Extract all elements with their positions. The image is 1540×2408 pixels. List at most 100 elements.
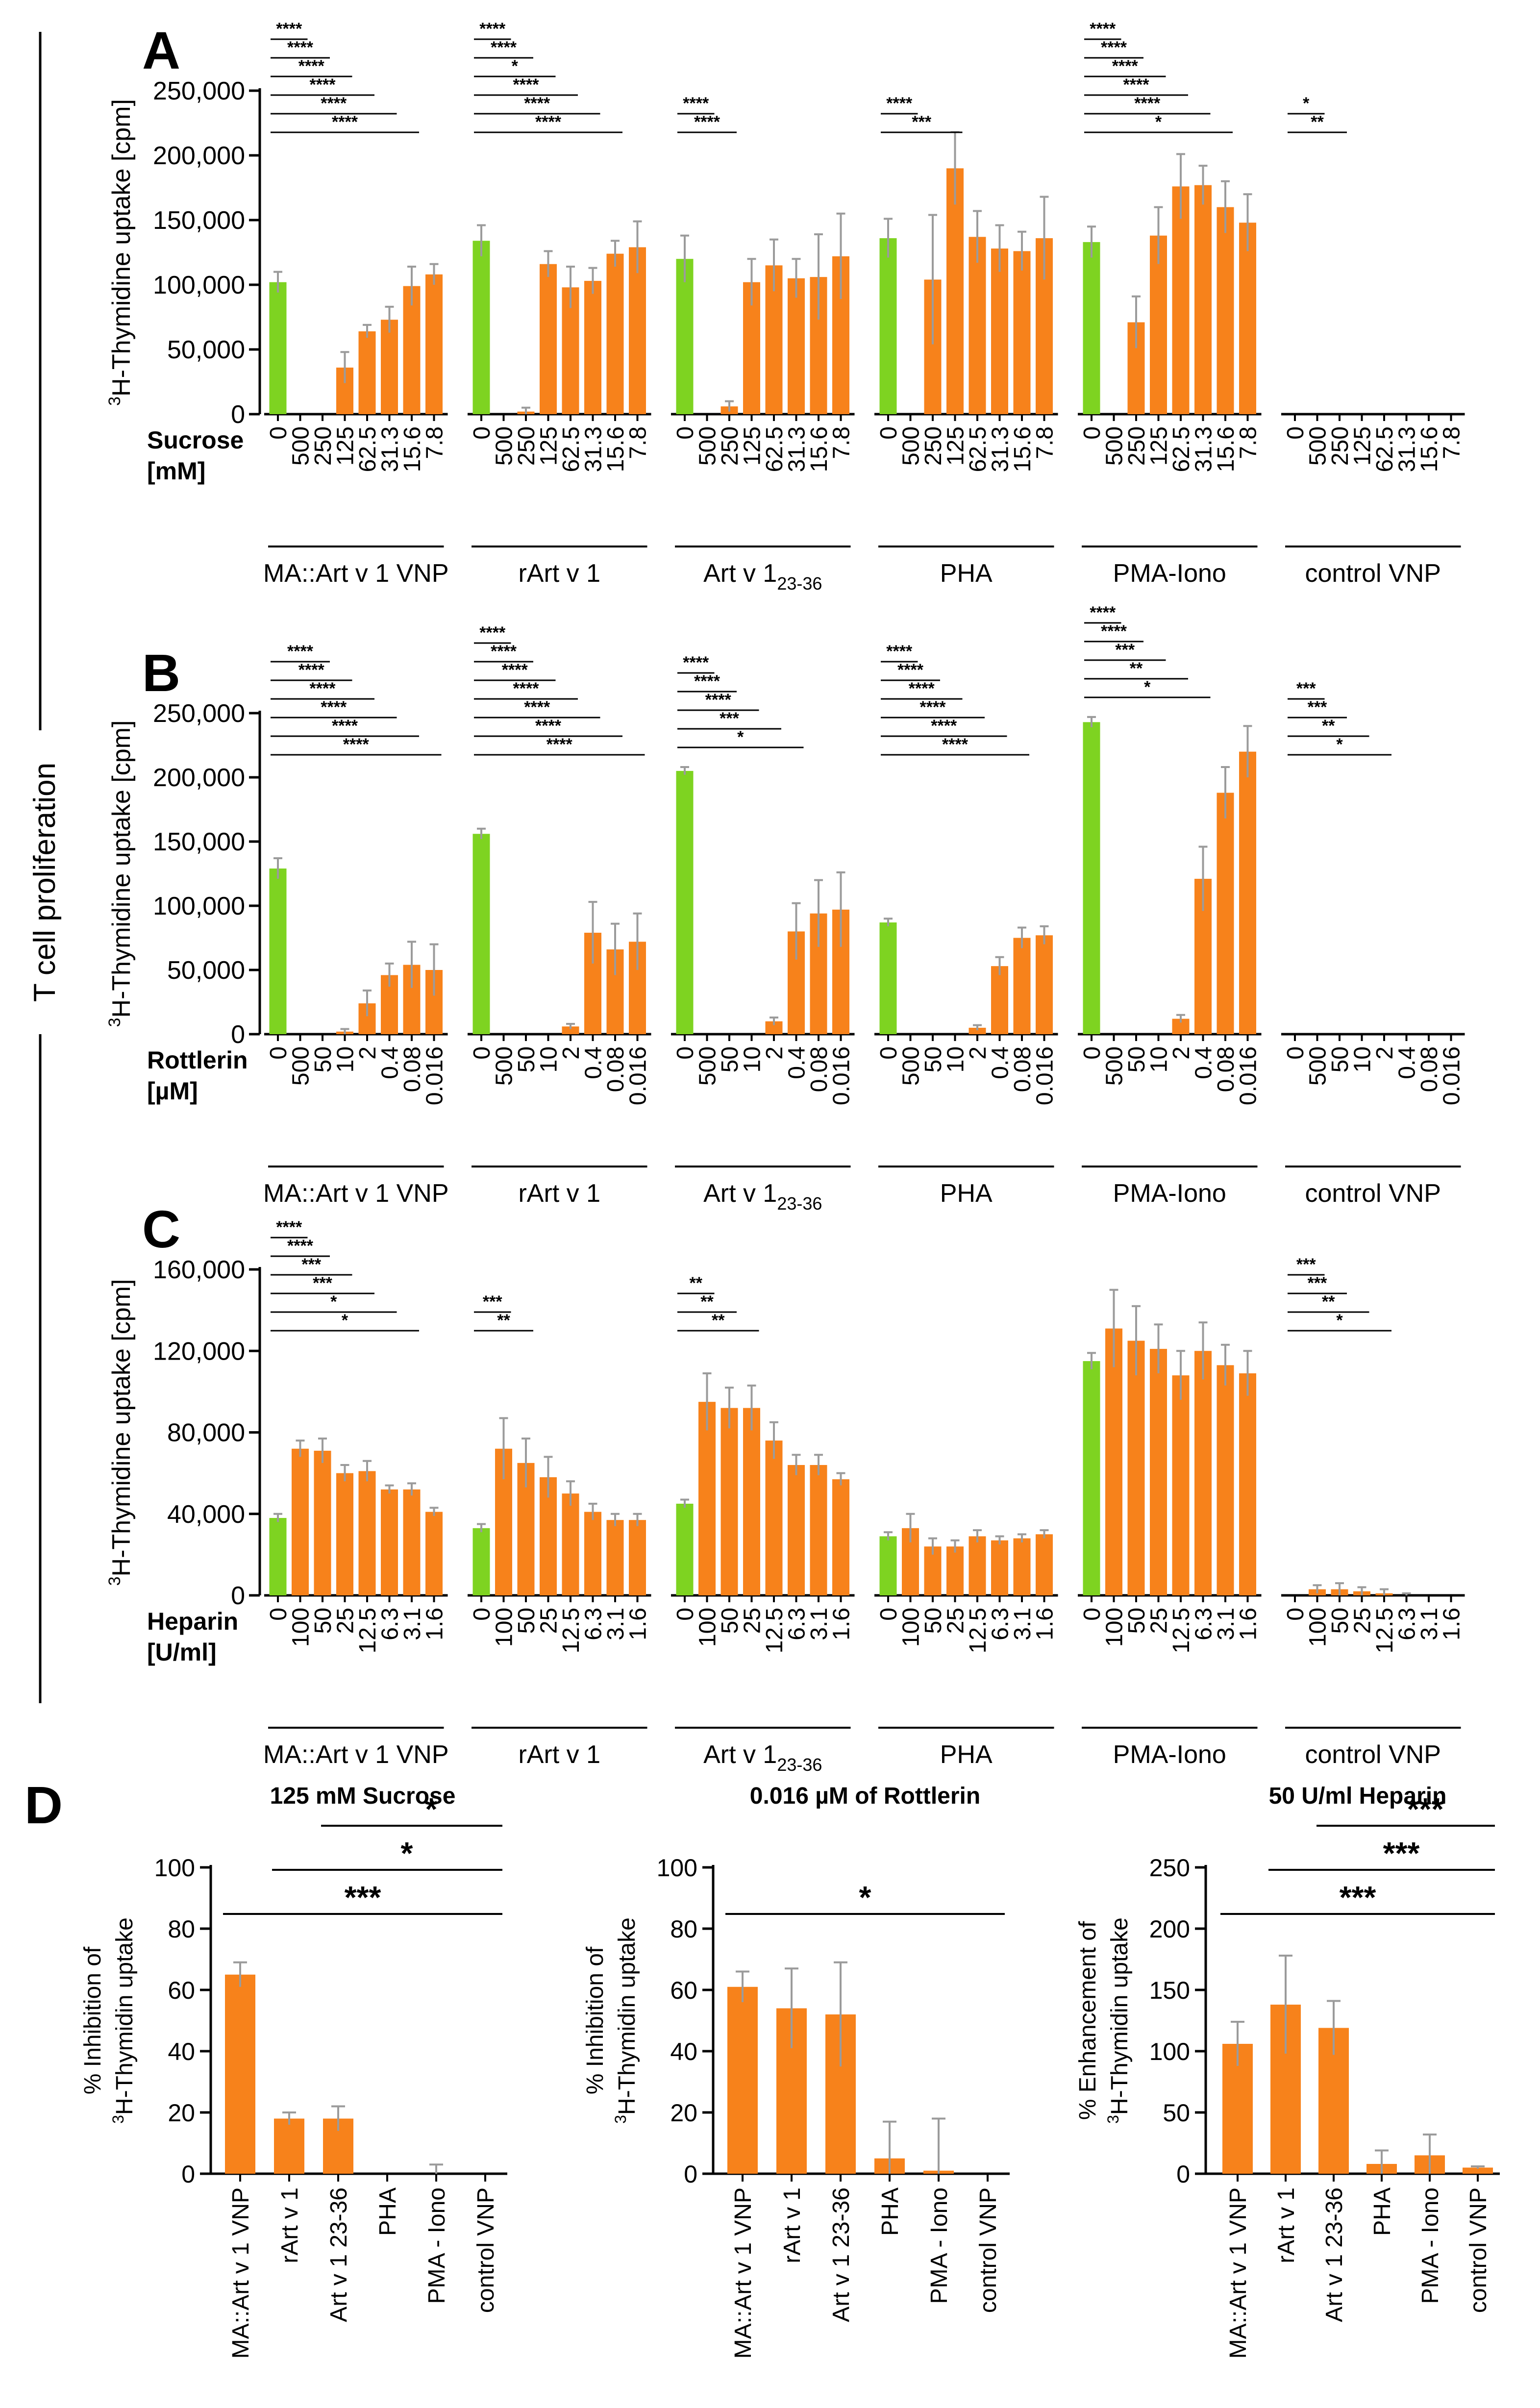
category-label: 0.08 xyxy=(1010,1046,1036,1092)
panel-letter: A xyxy=(142,21,180,80)
significance-label: *** xyxy=(1296,1255,1316,1274)
y-axis-label-main: H-Thymidine uptake [cpm] xyxy=(107,720,136,1018)
y-tick-label: 100 xyxy=(1149,2038,1190,2065)
category-label: 3.1 xyxy=(1416,1608,1442,1640)
significance-label: **** xyxy=(298,57,325,75)
category-label: 0.4 xyxy=(377,1046,403,1079)
bar xyxy=(991,966,1008,1034)
category-label: 6.3 xyxy=(581,1608,607,1640)
category-label: 25 xyxy=(333,1608,359,1634)
bar xyxy=(1127,1341,1145,1595)
category-label: 12.5 xyxy=(1372,1608,1398,1653)
category-label: rArt v 1 xyxy=(1273,2187,1299,2263)
category-label: rArt v 1 xyxy=(277,2187,303,2263)
y-axis-label-line1: % Inhibition of xyxy=(582,1946,608,2094)
y-axis-label-line2: 3H-Thymidin uptake xyxy=(1104,1917,1133,2124)
bar xyxy=(540,264,557,414)
category-label: 10 xyxy=(740,1046,766,1072)
group-label: control VNP xyxy=(1305,1740,1441,1769)
significance-label: **** xyxy=(705,691,732,709)
significance-label: **** xyxy=(513,679,540,698)
bar xyxy=(676,259,694,414)
bar xyxy=(765,1440,783,1595)
category-label: 3.1 xyxy=(1010,1608,1036,1640)
y-tick-label: 150 xyxy=(1149,1977,1190,2004)
significance-label: **** xyxy=(332,113,358,131)
y-tick-label: 160,000 xyxy=(153,1256,245,1284)
category-label: 0.4 xyxy=(784,1046,810,1079)
category-label: PMA - Iono xyxy=(926,2187,952,2304)
significance-label: * xyxy=(1336,735,1343,754)
category-label: 3.1 xyxy=(399,1608,425,1640)
y-tick-label: 50,000 xyxy=(167,956,245,985)
significance-label: **** xyxy=(310,75,336,94)
treatment-unit-label: [µM] xyxy=(147,1077,198,1105)
bar xyxy=(358,1471,376,1595)
significance-label: **** xyxy=(897,661,924,679)
chart-title: 0.016 µM of Rottlerin xyxy=(750,1783,980,1809)
significance-label: ** xyxy=(497,1311,510,1330)
category-label: 0.08 xyxy=(603,1046,629,1092)
significance-label: **** xyxy=(276,1218,302,1237)
category-label: 31.3 xyxy=(1191,426,1217,472)
bar xyxy=(584,1512,601,1595)
category-label: 100 xyxy=(1305,1608,1331,1647)
y-tick-label: 80 xyxy=(168,1915,195,1943)
significance-label: ** xyxy=(1130,659,1143,678)
category-label: 12.5 xyxy=(965,1608,991,1653)
y-tick-label: 0 xyxy=(231,1582,245,1610)
bar xyxy=(1013,251,1031,414)
category-label: 6.3 xyxy=(784,1608,810,1640)
category-label: 0 xyxy=(469,1046,495,1060)
bar xyxy=(1105,1328,1122,1595)
category-label: 2 xyxy=(762,1046,788,1060)
group-label: PHA xyxy=(940,1179,993,1208)
category-label: MA::Art v 1 VNP xyxy=(228,2187,254,2358)
y-axis-label-main: H-Thymidine uptake [cpm] xyxy=(107,1279,136,1577)
category-label: 0 xyxy=(1283,1608,1309,1621)
bar xyxy=(629,247,646,414)
panel-B: B3H-Thymidine uptake [cpm]050,000100,000… xyxy=(105,603,1465,1214)
y-tick-label: 120,000 xyxy=(153,1337,245,1365)
category-label: 0.4 xyxy=(988,1046,1014,1079)
significance-label: * xyxy=(425,1791,438,1827)
significance-label: **** xyxy=(1090,603,1116,622)
category-label: 100 xyxy=(1102,1608,1128,1647)
category-label: 0.016 xyxy=(1032,1046,1058,1105)
treatment-unit-label: [mM] xyxy=(147,457,205,485)
category-label: PMA - Iono xyxy=(1417,2187,1443,2304)
bar xyxy=(720,1408,738,1595)
category-label: 15.6 xyxy=(806,426,832,472)
significance-label: **** xyxy=(524,698,550,717)
chart-title: 50 U/ml Heparin xyxy=(1269,1783,1447,1809)
y-tick-label: 0 xyxy=(1176,2160,1190,2188)
y-axis-label-main: H-Thymidin uptake xyxy=(614,1917,640,2115)
category-label: 25 xyxy=(1350,1608,1376,1634)
category-label: 500 xyxy=(695,1046,721,1086)
bar xyxy=(403,286,421,414)
group-label: PMA-Iono xyxy=(1113,1740,1226,1769)
bar xyxy=(727,1986,758,2174)
y-tick-label: 100 xyxy=(154,1854,195,1882)
significance-label: *** xyxy=(1308,1274,1327,1292)
panel-D1: D 125 mM Sucrose% Inhibition of3H-Thymidi… xyxy=(25,1775,507,2358)
category-label: 2 xyxy=(1372,1046,1398,1060)
y-tick-label: 50,000 xyxy=(167,336,245,364)
category-label: 50 xyxy=(1124,1608,1150,1634)
significance-label: *** xyxy=(912,113,931,131)
category-label: 250 xyxy=(717,426,743,466)
y-tick-label: 250 xyxy=(1149,1854,1190,1882)
category-label: Art v 1 23-36 xyxy=(326,2187,352,2322)
panel-A: A3H-Thymidine uptake [cpm]050,000100,000… xyxy=(105,20,1465,594)
bar xyxy=(676,1503,694,1595)
group-label: PMA-Iono xyxy=(1113,1179,1226,1208)
y-axis-label-sup: 3 xyxy=(105,1018,124,1027)
bar xyxy=(1036,935,1053,1034)
category-label: 0 xyxy=(672,1046,698,1060)
group-label-name: PHA xyxy=(940,1740,993,1769)
bar xyxy=(1083,242,1100,414)
category-label: 50 xyxy=(514,1046,540,1072)
significance-label: **** xyxy=(535,717,562,735)
category-label: 25 xyxy=(1146,1608,1172,1634)
